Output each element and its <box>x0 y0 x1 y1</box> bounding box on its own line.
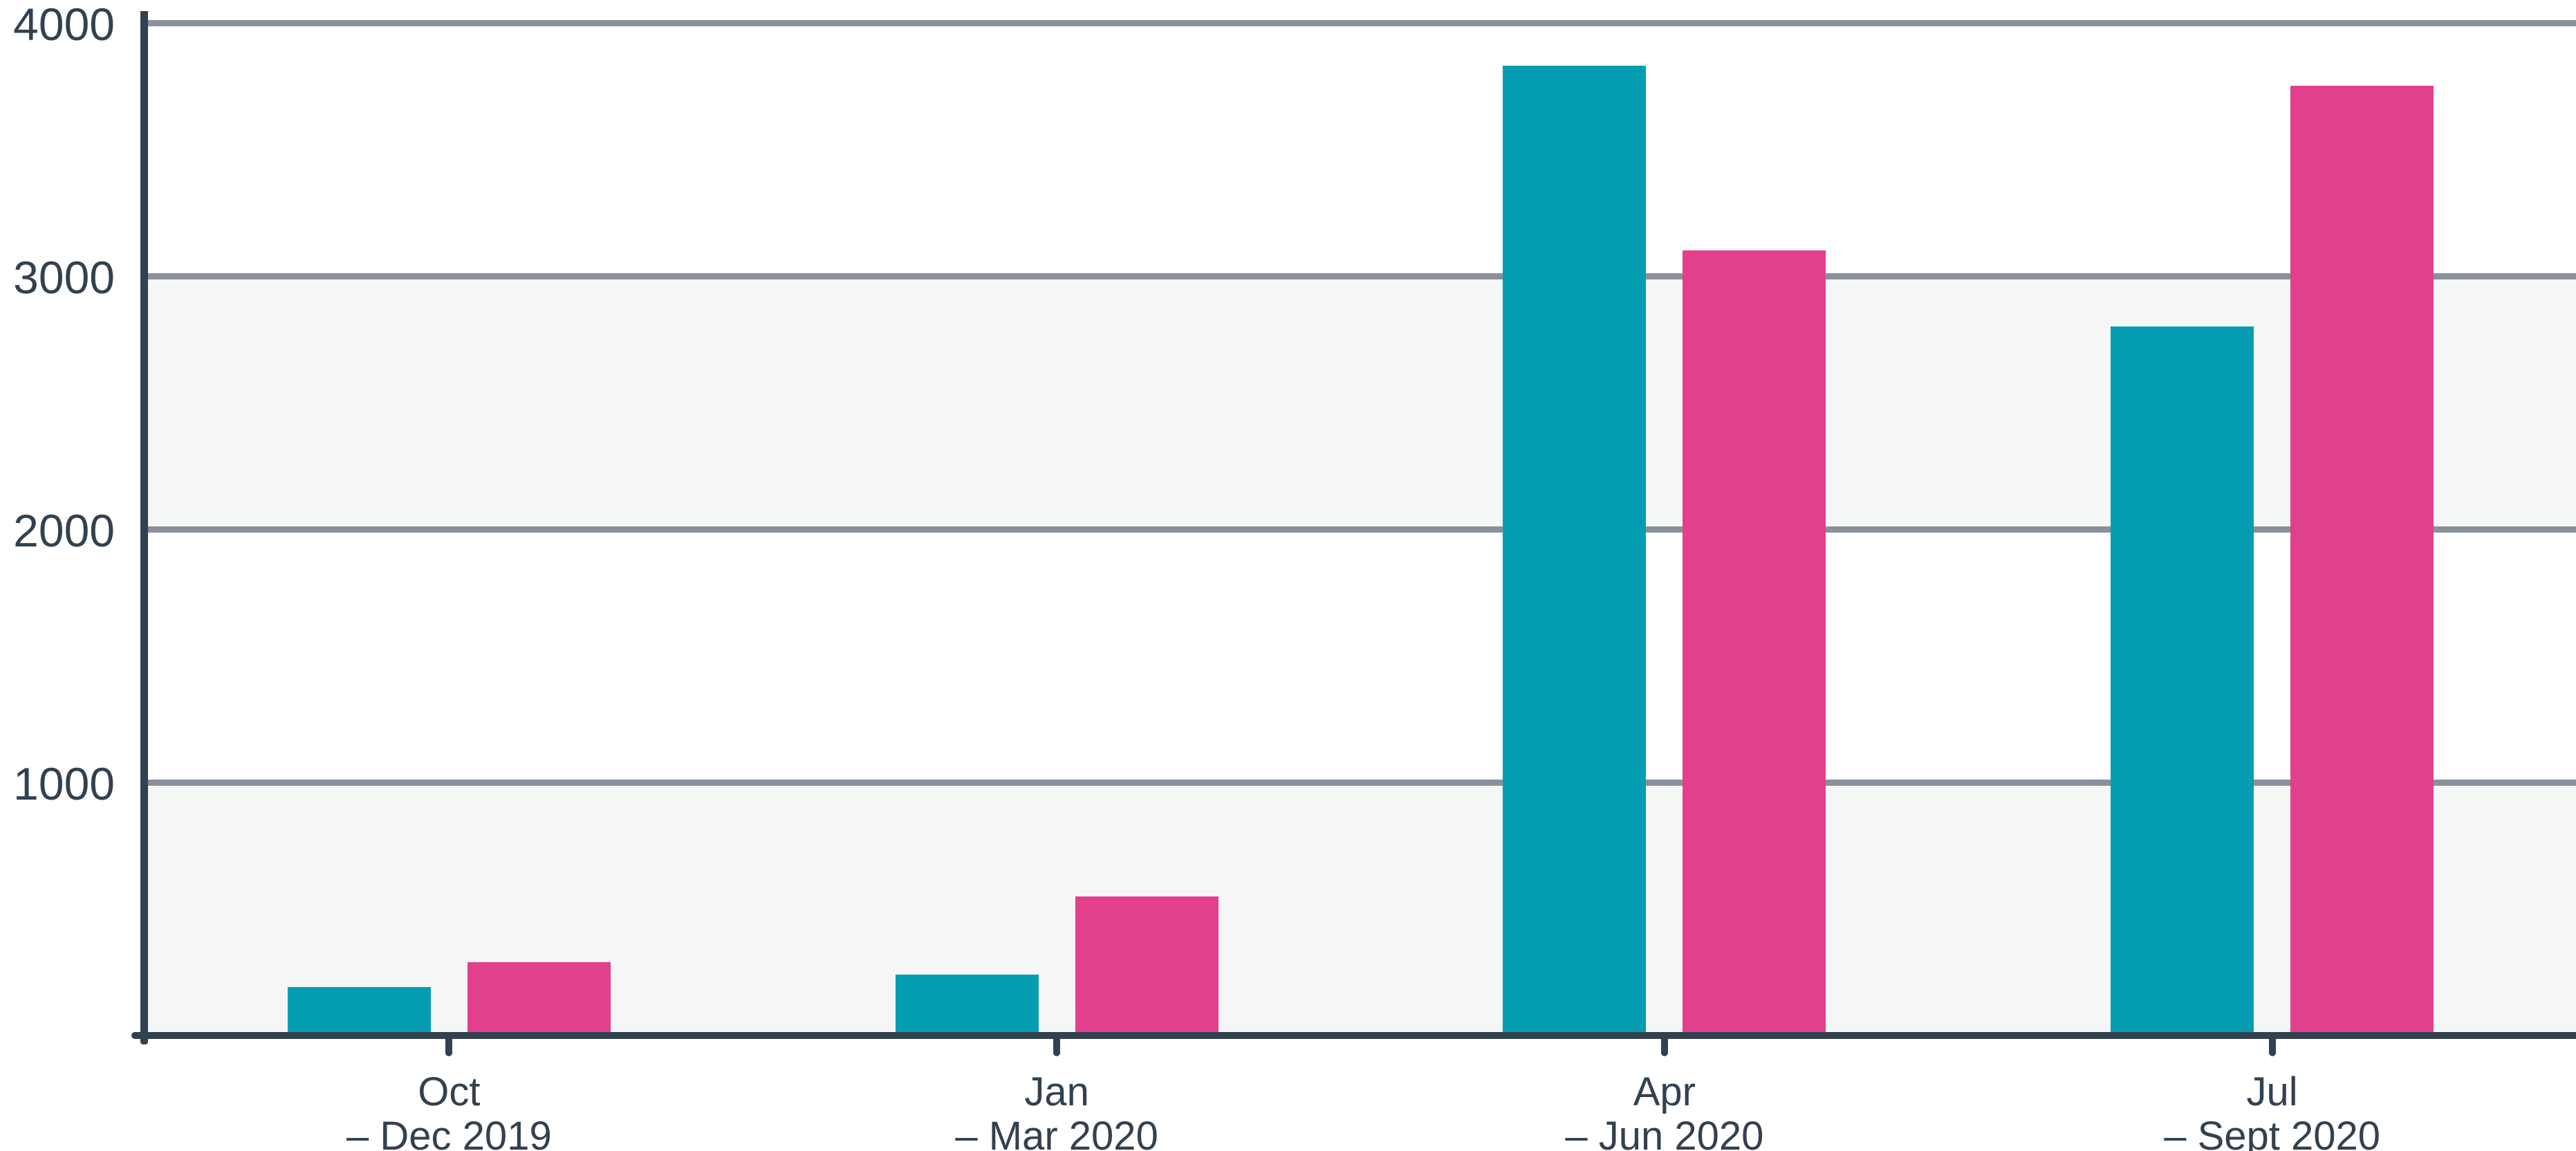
y-axis-line <box>140 11 148 1044</box>
bar-teal-jan-mar-2020 <box>895 975 1039 1035</box>
x-axis-label-jul-sept-2020: Jul – Sept 2020 <box>1968 1070 2576 1151</box>
gridline-3000 <box>142 273 2576 279</box>
y-axis-label-1000: 1000 <box>13 758 115 809</box>
x-axis-label-apr-jun-2020: Apr – Jun 2020 <box>1361 1070 1969 1151</box>
bar-group-apr-jun-2020: Apr – Jun 2020 <box>1361 0 1969 1151</box>
bar-pink-jul-sept-2020 <box>2290 86 2434 1035</box>
gridline-1000 <box>142 780 2576 786</box>
x-label-line2: – Sept 2020 <box>2164 1114 2381 1151</box>
gridline-4000 <box>142 20 2576 26</box>
y-axis-label-2000: 2000 <box>13 505 115 556</box>
bar-teal-jul-sept-2020 <box>2111 326 2254 1035</box>
bar-pink-jan-mar-2020 <box>1075 896 1218 1035</box>
x-axis-line <box>131 1032 2576 1039</box>
x-label-line1: Oct <box>418 1069 481 1114</box>
bar-teal-apr-jun-2020 <box>1503 66 1647 1035</box>
bar-group-jan-mar-2020: Jan – Mar 2020 <box>753 0 1361 1151</box>
x-tick-jan-mar-2020 <box>1053 1038 1061 1056</box>
bar-pink-oct-dec-2019 <box>467 962 611 1035</box>
x-axis-label-oct-dec-2019: Oct – Dec 2019 <box>145 1070 753 1151</box>
plot-area: Oct – Dec 2019 Jan – Mar 2020 Apr – Jun … <box>145 0 2576 1151</box>
x-tick-jul-sept-2020 <box>2268 1038 2276 1056</box>
x-label-line1: Apr <box>1633 1069 1696 1114</box>
x-tick-oct-dec-2019 <box>445 1038 453 1056</box>
x-label-line1: Jan <box>1024 1069 1089 1114</box>
gridline-2000 <box>142 526 2576 533</box>
x-label-line1: Jul <box>2246 1069 2298 1114</box>
y-axis-label-3000: 3000 <box>13 252 115 303</box>
bar-pink-apr-jun-2020 <box>1683 250 1826 1035</box>
y-axis-label-4000: 4000 <box>13 0 115 50</box>
bar-group-jul-sept-2020: Jul – Sept 2020 <box>1968 0 2576 1151</box>
x-axis-label-jan-mar-2020: Jan – Mar 2020 <box>753 1070 1361 1151</box>
x-label-line2: – Dec 2019 <box>346 1114 552 1151</box>
x-label-line2: – Mar 2020 <box>955 1114 1158 1151</box>
bar-group-oct-dec-2019: Oct – Dec 2019 <box>145 0 753 1151</box>
x-label-line2: – Jun 2020 <box>1565 1114 1764 1151</box>
bar-teal-oct-dec-2019 <box>287 987 431 1035</box>
x-tick-apr-jun-2020 <box>1660 1038 1668 1056</box>
